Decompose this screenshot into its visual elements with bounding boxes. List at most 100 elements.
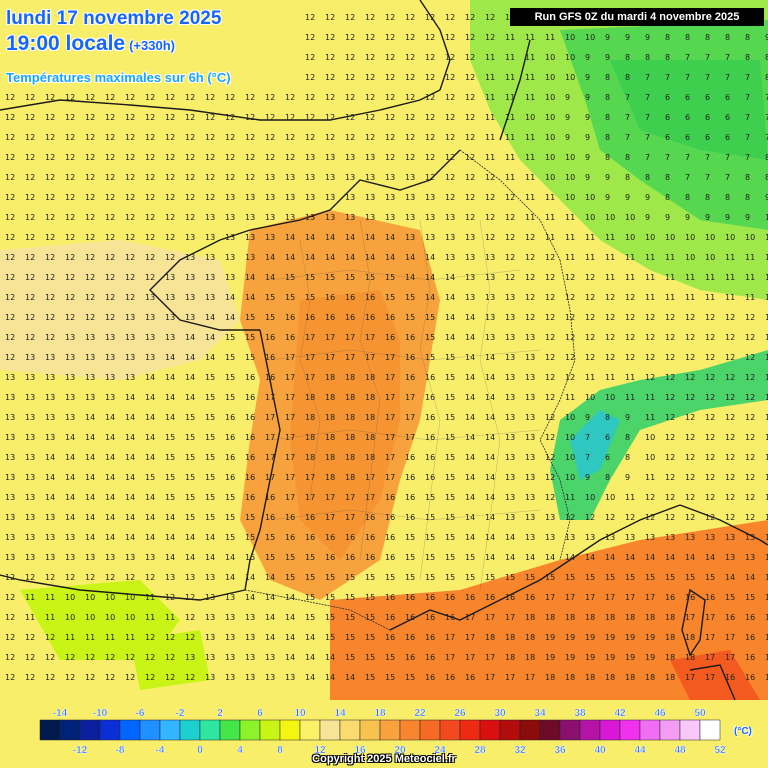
grid-value: 13 bbox=[45, 413, 55, 422]
grid-value: 12 bbox=[45, 293, 55, 302]
grid-value: 12 bbox=[65, 213, 75, 222]
grid-value: 12 bbox=[125, 213, 135, 222]
grid-value: 13 bbox=[205, 633, 215, 642]
grid-value: 18 bbox=[525, 653, 535, 662]
grid-value: 12 bbox=[65, 233, 75, 242]
grid-value: 13 bbox=[205, 593, 215, 602]
grid-value: 11 bbox=[765, 293, 768, 302]
grid-value: 14 bbox=[145, 433, 155, 442]
grid-value: 7 bbox=[645, 113, 650, 122]
grid-value: 12 bbox=[25, 233, 35, 242]
grid-value: 16 bbox=[405, 473, 415, 482]
grid-value: 16 bbox=[385, 613, 395, 622]
grid-value: 13 bbox=[725, 553, 735, 562]
grid-value: 13 bbox=[185, 653, 195, 662]
grid-value: 12 bbox=[185, 153, 195, 162]
grid-value: 14 bbox=[425, 293, 435, 302]
grid-value: 12 bbox=[245, 113, 255, 122]
grid-value: 12 bbox=[425, 133, 435, 142]
grid-value: 15 bbox=[345, 653, 355, 662]
grid-value: 12 bbox=[85, 273, 95, 282]
legend-swatch bbox=[119, 719, 141, 741]
grid-value: 15 bbox=[205, 433, 215, 442]
grid-value: 12 bbox=[405, 13, 415, 22]
grid-value: 12 bbox=[5, 313, 15, 322]
grid-value: 14 bbox=[465, 493, 475, 502]
grid-value: 8 bbox=[605, 113, 610, 122]
grid-value: 14 bbox=[205, 333, 215, 342]
grid-value: 14 bbox=[465, 513, 475, 522]
grid-value: 12 bbox=[745, 453, 755, 462]
grid-value: 12 bbox=[705, 433, 715, 442]
grid-value: 12 bbox=[665, 473, 675, 482]
grid-value: 14 bbox=[125, 473, 135, 482]
grid-value: 17 bbox=[405, 413, 415, 422]
grid-value: 12 bbox=[125, 673, 135, 682]
grid-value: 9 bbox=[645, 193, 650, 202]
grid-value: 12 bbox=[25, 573, 35, 582]
grid-value: 12 bbox=[325, 53, 335, 62]
grid-value: 13 bbox=[305, 153, 315, 162]
grid-value: 18 bbox=[345, 473, 355, 482]
legend-bottom-label: 52 bbox=[714, 745, 726, 756]
legend-swatch bbox=[379, 719, 401, 741]
grid-value: 7 bbox=[665, 73, 670, 82]
grid-value: 17 bbox=[285, 473, 295, 482]
grid-value: 14 bbox=[45, 493, 55, 502]
grid-value: 10 bbox=[725, 233, 735, 242]
legend-swatch bbox=[339, 719, 361, 741]
grid-value: 17 bbox=[325, 333, 335, 342]
iberia-north-coast bbox=[0, 574, 246, 601]
grid-value: 12 bbox=[385, 33, 395, 42]
grid-value: 12 bbox=[105, 113, 115, 122]
legend-swatch bbox=[559, 719, 581, 741]
grid-value: 11 bbox=[525, 33, 535, 42]
grid-value: 7 bbox=[625, 113, 630, 122]
grid-value: 12 bbox=[765, 453, 768, 462]
grid-value: 10 bbox=[125, 613, 135, 622]
grid-value: 11 bbox=[665, 293, 675, 302]
grid-value: 12 bbox=[45, 173, 55, 182]
grid-value: 15 bbox=[225, 513, 235, 522]
grid-value: 9 bbox=[625, 33, 630, 42]
forecast-time: 19:00 locale (+330h) bbox=[6, 32, 175, 56]
grid-value: 13 bbox=[525, 393, 535, 402]
grid-value: 17 bbox=[265, 453, 275, 462]
grid-value: 14 bbox=[165, 553, 175, 562]
grid-value: 15 bbox=[605, 573, 615, 582]
grid-value: 12 bbox=[425, 13, 435, 22]
grid-value: 12 bbox=[5, 273, 15, 282]
legend-top-label: -2 bbox=[176, 708, 185, 719]
grid-value: 17 bbox=[305, 493, 315, 502]
dept-line-4 bbox=[479, 219, 501, 591]
grid-value: 13 bbox=[265, 193, 275, 202]
hot-zone-sardinia bbox=[670, 650, 760, 700]
grid-value: 19 bbox=[645, 653, 655, 662]
grid-value: 11 bbox=[685, 273, 695, 282]
grid-value: 15 bbox=[285, 573, 295, 582]
grid-value: 10 bbox=[545, 53, 555, 62]
grid-value: 17 bbox=[385, 373, 395, 382]
grid-value: 12 bbox=[125, 193, 135, 202]
grid-value: 12 bbox=[165, 173, 175, 182]
grid-value: 12 bbox=[325, 113, 335, 122]
grid-value: 13 bbox=[665, 533, 675, 542]
grid-value: 12 bbox=[45, 333, 55, 342]
grid-value: 14 bbox=[485, 493, 495, 502]
grid-value: 13 bbox=[205, 233, 215, 242]
legend-bottom-label: 4 bbox=[237, 745, 243, 756]
grid-value: 14 bbox=[765, 573, 768, 582]
grid-value: 8 bbox=[605, 413, 610, 422]
grid-value: 15 bbox=[565, 573, 575, 582]
grid-value: 15 bbox=[465, 573, 475, 582]
grid-value: 12 bbox=[745, 353, 755, 362]
grid-value: 13 bbox=[245, 653, 255, 662]
grid-value: 15 bbox=[445, 533, 455, 542]
grid-value: 12 bbox=[505, 213, 515, 222]
grid-value: 14 bbox=[625, 553, 635, 562]
grid-value: 11 bbox=[565, 393, 575, 402]
grid-value: 15 bbox=[425, 333, 435, 342]
grid-value: 16 bbox=[385, 493, 395, 502]
grid-value: 12 bbox=[5, 93, 15, 102]
